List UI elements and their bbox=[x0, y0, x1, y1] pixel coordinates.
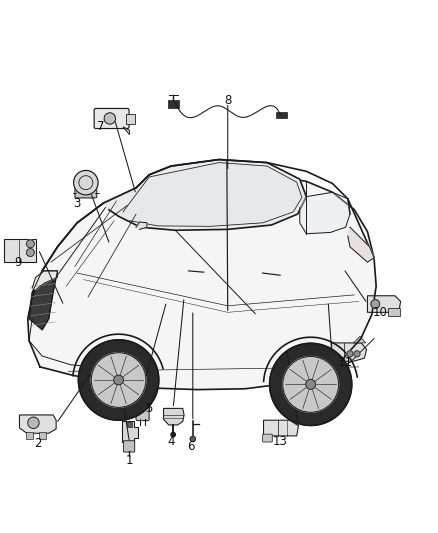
Polygon shape bbox=[332, 343, 367, 361]
Text: 5: 5 bbox=[145, 402, 153, 415]
Text: 13: 13 bbox=[273, 434, 288, 448]
FancyBboxPatch shape bbox=[75, 185, 97, 198]
FancyBboxPatch shape bbox=[388, 308, 400, 316]
FancyBboxPatch shape bbox=[276, 112, 287, 118]
Polygon shape bbox=[264, 420, 298, 436]
Polygon shape bbox=[127, 422, 132, 427]
FancyBboxPatch shape bbox=[168, 100, 179, 108]
FancyBboxPatch shape bbox=[25, 432, 32, 439]
Circle shape bbox=[283, 357, 339, 413]
Text: 11: 11 bbox=[338, 356, 353, 369]
Circle shape bbox=[114, 375, 124, 385]
Circle shape bbox=[26, 240, 34, 248]
Polygon shape bbox=[29, 271, 57, 330]
Circle shape bbox=[74, 171, 98, 195]
Circle shape bbox=[190, 437, 195, 441]
FancyBboxPatch shape bbox=[126, 114, 135, 124]
FancyBboxPatch shape bbox=[4, 239, 35, 262]
Polygon shape bbox=[123, 163, 302, 227]
Polygon shape bbox=[163, 408, 184, 425]
Text: 6: 6 bbox=[187, 440, 194, 453]
FancyBboxPatch shape bbox=[263, 434, 272, 442]
Polygon shape bbox=[367, 296, 401, 312]
Circle shape bbox=[306, 379, 316, 389]
Circle shape bbox=[347, 351, 353, 357]
Polygon shape bbox=[353, 336, 366, 343]
Text: 3: 3 bbox=[74, 197, 81, 209]
Polygon shape bbox=[28, 173, 376, 390]
Polygon shape bbox=[348, 227, 374, 262]
Polygon shape bbox=[300, 192, 350, 234]
Circle shape bbox=[270, 343, 352, 425]
Circle shape bbox=[26, 248, 34, 256]
Circle shape bbox=[91, 353, 146, 407]
Polygon shape bbox=[139, 393, 146, 399]
Text: 2: 2 bbox=[34, 437, 42, 450]
Circle shape bbox=[78, 340, 159, 420]
FancyBboxPatch shape bbox=[124, 441, 135, 452]
Polygon shape bbox=[19, 415, 56, 433]
Polygon shape bbox=[136, 222, 147, 229]
Polygon shape bbox=[103, 159, 306, 230]
Circle shape bbox=[171, 432, 175, 437]
Polygon shape bbox=[32, 271, 57, 289]
Circle shape bbox=[354, 351, 360, 357]
Text: 8: 8 bbox=[224, 94, 231, 107]
Circle shape bbox=[28, 417, 39, 429]
FancyBboxPatch shape bbox=[94, 108, 129, 128]
Text: 4: 4 bbox=[167, 434, 175, 448]
Polygon shape bbox=[137, 389, 149, 410]
Circle shape bbox=[104, 113, 116, 124]
FancyBboxPatch shape bbox=[39, 432, 46, 439]
Text: 9: 9 bbox=[14, 256, 22, 269]
Text: 7: 7 bbox=[97, 120, 105, 133]
Text: 1: 1 bbox=[126, 454, 133, 467]
Polygon shape bbox=[123, 127, 130, 135]
Text: 10: 10 bbox=[373, 306, 388, 319]
Circle shape bbox=[371, 300, 380, 309]
Polygon shape bbox=[122, 421, 138, 442]
FancyBboxPatch shape bbox=[136, 408, 149, 421]
